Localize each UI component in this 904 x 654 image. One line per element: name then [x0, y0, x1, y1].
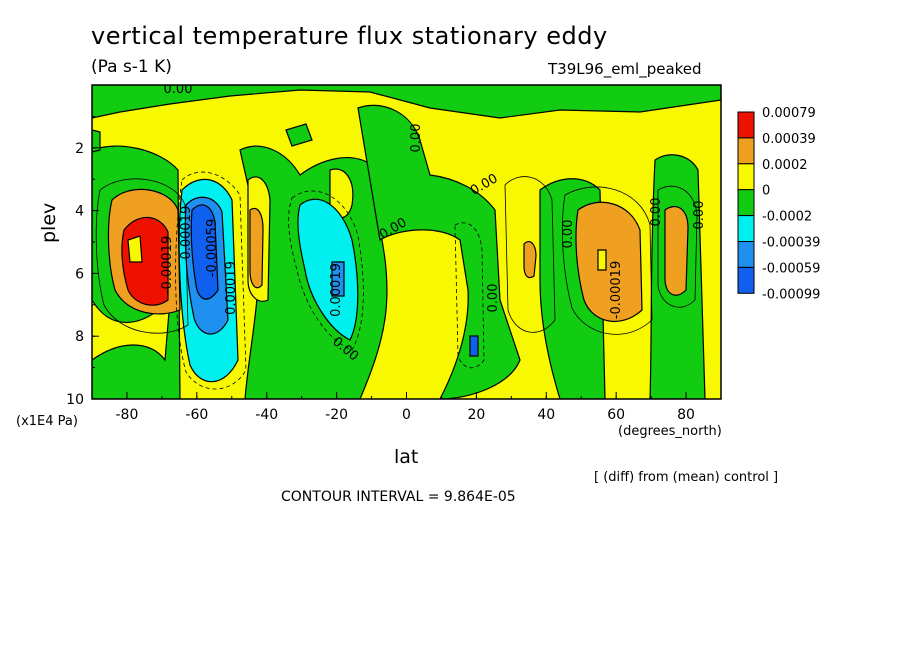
yellow-spot-west — [127, 235, 143, 263]
yellow-strip-west — [247, 176, 271, 302]
y-axis-label: plev — [38, 202, 60, 243]
chart-title: vertical temperature flux stationary edd… — [91, 22, 608, 50]
contour-label: 0.00 — [329, 334, 361, 364]
y-tick-label: 6 — [75, 266, 84, 282]
orange-region-east — [575, 201, 643, 323]
y-tick-label: 4 — [75, 204, 84, 220]
orange-strip-mid-west — [249, 207, 264, 289]
negative-contour-line-1 — [175, 171, 247, 390]
positive-contour-line-2 — [504, 176, 556, 333]
x-tick-label: -80 — [116, 407, 139, 423]
contour-label: -0.00019 — [609, 261, 624, 319]
contour-label: 0.00019 — [224, 261, 239, 315]
negative-contour-line-2 — [288, 190, 364, 351]
x-tick-label: 80 — [677, 407, 695, 423]
colorbar-label: 0.0002 — [762, 158, 808, 173]
contour-label: 0.00 — [377, 215, 410, 242]
colorbar-swatch — [737, 189, 755, 217]
yellow-blob-mid — [329, 168, 354, 219]
x-tick-label: -20 — [325, 407, 348, 423]
contour-interval: CONTOUR INTERVAL = 9.864E-05 — [281, 489, 516, 505]
colorbar-label: -0.00059 — [762, 261, 820, 276]
negative-contour-line-3 — [454, 222, 485, 369]
contour-label: 0.00 — [649, 198, 664, 227]
colorbar-swatch — [737, 215, 755, 243]
green-region-mid-west — [239, 145, 388, 399]
colorbar-label: -0.00039 — [762, 236, 820, 251]
colorbar-swatch — [737, 241, 755, 268]
plot-area: 0.00 0.00 0.00 0.00 0.00 0.00 0.00 0.00 0.00 -0.0… — [92, 82, 721, 399]
cyan-region-west — [178, 178, 239, 383]
positive-contour-line-1 — [95, 178, 189, 334]
field-background — [92, 85, 721, 399]
green-region-west — [92, 145, 181, 399]
colorbar-label: 0.00039 — [762, 132, 816, 147]
orange-spot-east — [523, 241, 537, 279]
x-tick-label: 40 — [537, 407, 555, 423]
colorbar-swatch — [737, 163, 755, 191]
cyan-region-mid — [297, 198, 359, 341]
colorbar-swatch — [737, 137, 755, 165]
mid-blue-region-west — [184, 196, 229, 335]
plot-frame — [91, 84, 722, 400]
x-tick-label: -60 — [185, 407, 208, 423]
x-tick-label: 60 — [607, 407, 625, 423]
positive-contour-line-3 — [561, 186, 653, 335]
contour-label: 0.00 — [409, 124, 424, 153]
green-blob-1 — [285, 123, 313, 147]
diff-note: [ (diff) from (mean) control ] — [594, 470, 779, 485]
contour-label: 0.00 — [486, 284, 501, 313]
blue-spot-east — [469, 335, 479, 357]
contour-label: 0.00 — [692, 201, 707, 230]
orange-strip-east — [664, 206, 689, 296]
mid-blue-region-mid — [331, 261, 345, 297]
chart-units: (Pa s-1 K) — [91, 57, 172, 77]
colorbar-swatch — [737, 111, 755, 139]
green-region-far-east — [649, 154, 706, 399]
contour-label: -0.00019 — [179, 206, 194, 264]
colorbar-swatch — [737, 266, 755, 294]
y-tick-label: 2 — [75, 141, 84, 157]
colorbar: 0.00079 0.00039 0.0002 0 -0.0002 -0.00039 -0.0… — [737, 106, 820, 302]
blue-core-west — [190, 204, 219, 300]
colorbar-label: 0.00079 — [762, 106, 816, 121]
contour-label: 0.00 — [164, 82, 193, 97]
contour-label: 0.00 — [468, 171, 501, 198]
green-edge-west — [92, 129, 101, 153]
orange-region-west — [107, 188, 181, 315]
green-region-mid — [357, 104, 521, 399]
x-tick-label: 20 — [467, 407, 485, 423]
green-band-top — [92, 85, 721, 119]
colorbar-label: 0 — [762, 184, 770, 199]
contour-label: -0.00019 — [160, 236, 175, 294]
red-core-west — [121, 216, 169, 306]
axes: -80 -60 -40 -20 0 20 40 60 80 2 4 6 8 10 — [66, 84, 722, 423]
x-axis-units: (degrees_north) — [618, 424, 722, 439]
y-tick-label: 8 — [75, 329, 84, 345]
dataset-label: T39L96_eml_peaked — [548, 60, 702, 78]
contour-label: -0.00059 — [205, 219, 220, 277]
colorbar-label: -0.0002 — [762, 210, 812, 225]
colorbar-label: -0.00099 — [762, 287, 820, 302]
y-tick-label: 10 — [66, 392, 84, 408]
x-axis-label: lat — [394, 446, 419, 468]
x-tick-label: -40 — [255, 407, 278, 423]
contour-label: 0.00019 — [329, 263, 344, 317]
y-axis-units: (x1E4 Pa) — [16, 414, 78, 429]
yellow-spot-east — [597, 249, 607, 271]
positive-contour-line-4 — [657, 185, 698, 308]
x-tick-label: 0 — [402, 407, 411, 423]
contour-label: 0.00 — [561, 220, 576, 249]
green-region-east — [539, 178, 606, 399]
